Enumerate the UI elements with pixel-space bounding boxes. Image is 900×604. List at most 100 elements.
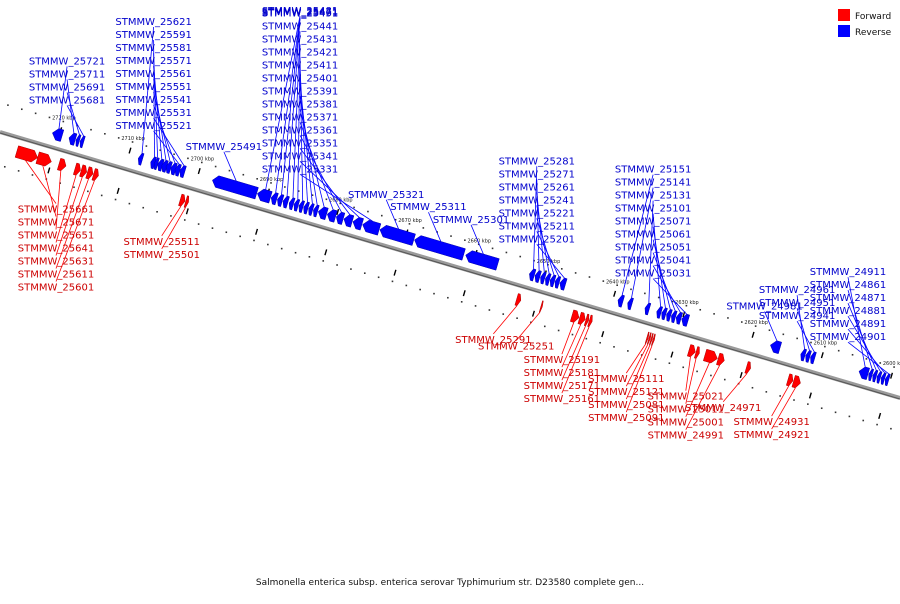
forward-gene-label[interactable]: STMMW_24921	[733, 430, 809, 441]
reverse-gene-label[interactable]: STMMW_25071	[615, 217, 691, 228]
reverse-gene-label[interactable]: STMMW_25571	[115, 56, 191, 67]
reverse-gene-label[interactable]: STMMW_25261	[499, 182, 575, 193]
reverse-gene-arrow[interactable]	[617, 294, 625, 308]
reverse-gene-arrow[interactable]	[627, 297, 634, 311]
forward-gene-label[interactable]: STMMW_25641	[18, 244, 94, 255]
reverse-gene-arrow[interactable]	[308, 203, 315, 216]
forward-gene-label[interactable]: STMMW_25021	[648, 392, 724, 403]
forward-gene-arrow[interactable]	[791, 375, 801, 389]
reverse-gene-arrow[interactable]	[138, 152, 145, 166]
gene-features-group[interactable]	[14, 128, 891, 389]
forward-gene-arrow[interactable]	[72, 162, 81, 176]
reverse-gene-label[interactable]: STMMW_25361	[262, 125, 338, 136]
forward-gene-arrow[interactable]	[569, 309, 580, 323]
reverse-gene-arrow[interactable]	[554, 276, 562, 289]
forward-gene-label[interactable]: STMMW_25091	[588, 413, 664, 424]
forward-gene-arrow[interactable]	[14, 145, 38, 163]
reverse-gene-arrow[interactable]	[303, 201, 310, 215]
reverse-gene-label[interactable]: STMMW_25551	[115, 82, 191, 93]
reverse-gene-label[interactable]: STMMW_25151	[615, 165, 691, 176]
reverse-gene-arrow[interactable]	[681, 313, 691, 327]
reverse-gene-label[interactable]: STMMW_25311	[390, 202, 466, 213]
forward-gene-arrow[interactable]	[178, 193, 186, 207]
reverse-gene-arrow[interactable]	[75, 134, 82, 147]
reverse-gene-label[interactable]: STMMW_25461	[262, 8, 338, 19]
reverse-gene-label[interactable]: STMMW_25341	[262, 151, 338, 162]
reverse-gene-label[interactable]: STMMW_24941	[759, 311, 835, 322]
reverse-gene-label[interactable]: STMMW_25331	[262, 164, 338, 175]
forward-gene-arrow[interactable]	[744, 361, 751, 374]
forward-gene-label[interactable]: STMMW_25161	[524, 394, 600, 405]
forward-gene-label[interactable]: STMMW_25661	[18, 205, 94, 216]
reverse-gene-label[interactable]: STMMW_25621	[115, 17, 191, 28]
reverse-gene-label[interactable]: STMMW_24981	[726, 302, 802, 313]
reverse-gene-label[interactable]: STMMW_24911	[810, 267, 886, 278]
reverse-gene-arrow[interactable]	[549, 274, 557, 288]
reverse-gene-label[interactable]: STMMW_25491	[186, 142, 262, 153]
reverse-gene-label[interactable]: STMMW_25051	[615, 243, 691, 254]
reverse-gene-arrow[interactable]	[336, 211, 346, 225]
reverse-gene-arrow[interactable]	[800, 348, 808, 362]
reverse-gene-label[interactable]: STMMW_24861	[810, 280, 886, 291]
reverse-gene-label[interactable]: STMMW_24891	[810, 319, 886, 330]
reverse-gene-arrow[interactable]	[858, 366, 871, 381]
reverse-gene-arrow[interactable]	[68, 132, 78, 146]
gene-labels-group[interactable]: STMMW_25721 STMMW_25711 STMMW_25691 STMMW_2…	[18, 6, 886, 442]
reverse-gene-label[interactable]: STMMW_25211	[499, 221, 575, 232]
forward-gene-arrow[interactable]	[646, 332, 652, 345]
forward-gene-arrow[interactable]	[79, 164, 87, 178]
forward-gene-arrow[interactable]	[35, 151, 52, 167]
reverse-gene-label[interactable]: STMMW_25431	[262, 34, 338, 45]
reverse-gene-arrow[interactable]	[52, 128, 65, 142]
reverse-gene-arrow[interactable]	[79, 135, 86, 149]
forward-gene-label[interactable]: STMMW_25651	[18, 231, 94, 242]
forward-gene-arrow[interactable]	[56, 157, 67, 172]
reverse-gene-arrow[interactable]	[414, 235, 466, 261]
reverse-gene-arrow[interactable]	[656, 306, 664, 319]
reverse-gene-label[interactable]: STMMW_25451	[262, 8, 338, 19]
reverse-gene-label[interactable]: STMMW_25541	[115, 95, 191, 106]
forward-gene-arrow[interactable]	[716, 352, 725, 366]
forward-gene-label[interactable]: STMMW_25081	[588, 400, 664, 411]
reverse-gene-label[interactable]: STMMW_25401	[262, 73, 338, 84]
reverse-gene-arrow[interactable]	[868, 368, 875, 382]
reverse-gene-label[interactable]: STMMW_25471	[262, 7, 338, 18]
reverse-gene-label[interactable]: STMMW_24951	[759, 298, 835, 309]
reverse-gene-label[interactable]: STMMW_24881	[810, 306, 886, 317]
reverse-gene-label[interactable]: STMMW_25591	[115, 30, 191, 41]
reverse-gene-label[interactable]: STMMW_25421	[262, 47, 338, 58]
reverse-gene-arrow[interactable]	[666, 309, 673, 322]
reverse-gene-label[interactable]: STMMW_25561	[115, 69, 191, 80]
reverse-gene-arrow[interactable]	[529, 268, 537, 282]
reverse-gene-label[interactable]: STMMW_25711	[29, 69, 105, 80]
forward-gene-arrow[interactable]	[85, 166, 94, 180]
reverse-gene-arrow[interactable]	[465, 250, 500, 271]
reverse-gene-arrow[interactable]	[770, 340, 783, 355]
forward-gene-label[interactable]: STMMW_25671	[18, 218, 94, 229]
reverse-gene-label[interactable]: STMMW_25141	[615, 178, 691, 189]
reverse-gene-label[interactable]: STMMW_25351	[262, 138, 338, 149]
forward-gene-label[interactable]: STMMW_25111	[588, 374, 664, 385]
forward-gene-label[interactable]: STMMW_25601	[18, 283, 94, 294]
forward-gene-label[interactable]: STMMW_24991	[648, 431, 724, 442]
reverse-gene-arrow[interactable]	[880, 372, 887, 385]
reverse-gene-label[interactable]: STMMW_25381	[262, 99, 338, 110]
reverse-gene-arrow[interactable]	[675, 311, 684, 325]
reverse-gene-label[interactable]: STMMW_25271	[499, 169, 575, 180]
forward-gene-arrow[interactable]	[538, 300, 544, 313]
reverse-gene-label[interactable]: STMMW_25061	[615, 230, 691, 241]
reverse-gene-label[interactable]: STMMW_24871	[810, 293, 886, 304]
forward-gene-arrow[interactable]	[583, 313, 590, 327]
forward-gene-label[interactable]: STMMW_25191	[524, 355, 600, 366]
reverse-gene-arrow[interactable]	[661, 307, 668, 321]
forward-gene-arrow[interactable]	[644, 331, 650, 345]
forward-gene-label[interactable]: STMMW_25121	[588, 387, 664, 398]
reverse-gene-arrow[interactable]	[327, 209, 338, 223]
reverse-gene-arrow[interactable]	[343, 214, 355, 228]
reverse-gene-arrow[interactable]	[810, 351, 817, 365]
reverse-gene-arrow[interactable]	[534, 270, 542, 284]
reverse-gene-arrow[interactable]	[270, 192, 279, 206]
forward-gene-label[interactable]: STMMW_25011	[648, 405, 724, 416]
reverse-gene-label[interactable]: STMMW_24961	[759, 285, 835, 296]
